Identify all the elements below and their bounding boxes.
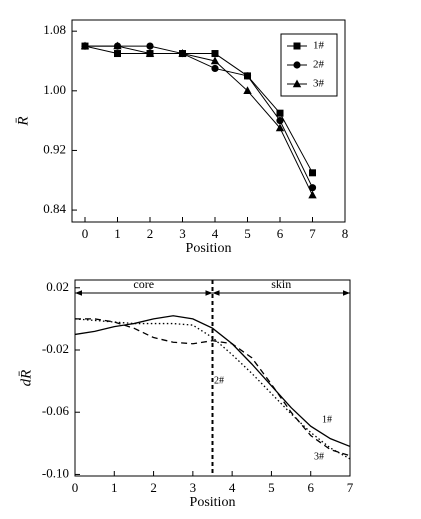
x-tick-label: 0	[72, 480, 79, 495]
marker	[308, 184, 317, 192]
marker	[293, 61, 301, 69]
marker	[80, 41, 90, 50]
curve-label: 3#	[314, 451, 324, 462]
y-tick-label: 1.00	[43, 82, 66, 97]
x-tick-label: 7	[309, 226, 316, 241]
marker	[243, 72, 252, 80]
marker	[309, 169, 316, 177]
x-tick-label: 0	[82, 226, 89, 241]
y-tick-label: 0.02	[46, 279, 69, 294]
x-axis-label: Position	[186, 241, 232, 256]
marker	[145, 49, 155, 57]
x-tick-label: 3	[179, 226, 186, 241]
marker	[293, 42, 301, 50]
legend-label: 1#	[313, 40, 325, 52]
x-tick-label: 1	[111, 480, 118, 495]
series-line	[74, 315, 351, 448]
y-axis-label: R̄	[15, 116, 31, 126]
y-tick-label: 0.84	[43, 201, 66, 216]
x-axis-label: Position	[190, 495, 236, 510]
marker	[308, 190, 317, 199]
y-tick-label: 0.92	[43, 141, 66, 156]
series-line	[85, 45, 313, 196]
marker	[276, 117, 284, 125]
marker	[275, 123, 285, 132]
series-line	[84, 45, 313, 174]
y-axis-label: dR̄	[18, 370, 34, 387]
x-tick-label: 5	[268, 480, 275, 495]
legend-label: 3#	[313, 78, 325, 90]
marker	[113, 41, 122, 50]
x-tick-label: 2	[150, 480, 157, 495]
region-label: core	[133, 277, 154, 291]
x-tick-label: 4	[229, 480, 236, 495]
y-tick-label: -0.02	[42, 341, 69, 356]
curve-label: 2#	[214, 375, 224, 386]
marker	[178, 49, 187, 57]
y-tick-label: -0.06	[42, 403, 70, 418]
marker	[276, 109, 284, 117]
marker	[243, 86, 252, 95]
x-tick-label: 5	[244, 226, 251, 241]
marker	[210, 56, 220, 65]
marker	[146, 42, 154, 50]
plot-frame	[71, 19, 346, 223]
marker	[211, 64, 219, 73]
x-tick-label: 2	[147, 226, 154, 241]
x-tick-label: 3	[190, 480, 197, 495]
legend-label: 2#	[313, 59, 325, 71]
x-tick-label: 6	[277, 226, 284, 241]
marker	[114, 50, 121, 58]
curve-label: 1#	[322, 414, 332, 425]
x-tick-label: 7	[347, 480, 354, 495]
x-tick-label: 6	[307, 480, 314, 495]
x-tick-label: 1	[114, 226, 121, 241]
y-tick-label: -0.10	[42, 465, 69, 480]
marker	[211, 50, 219, 58]
y-tick-label: 1.08	[43, 22, 66, 37]
marker	[292, 79, 302, 88]
series-line	[75, 318, 351, 457]
series-line	[85, 45, 313, 188]
region-label: skin	[271, 277, 291, 291]
series-line	[74, 318, 351, 460]
x-tick-label: 4	[212, 226, 219, 241]
x-tick-label: 8	[342, 226, 349, 241]
